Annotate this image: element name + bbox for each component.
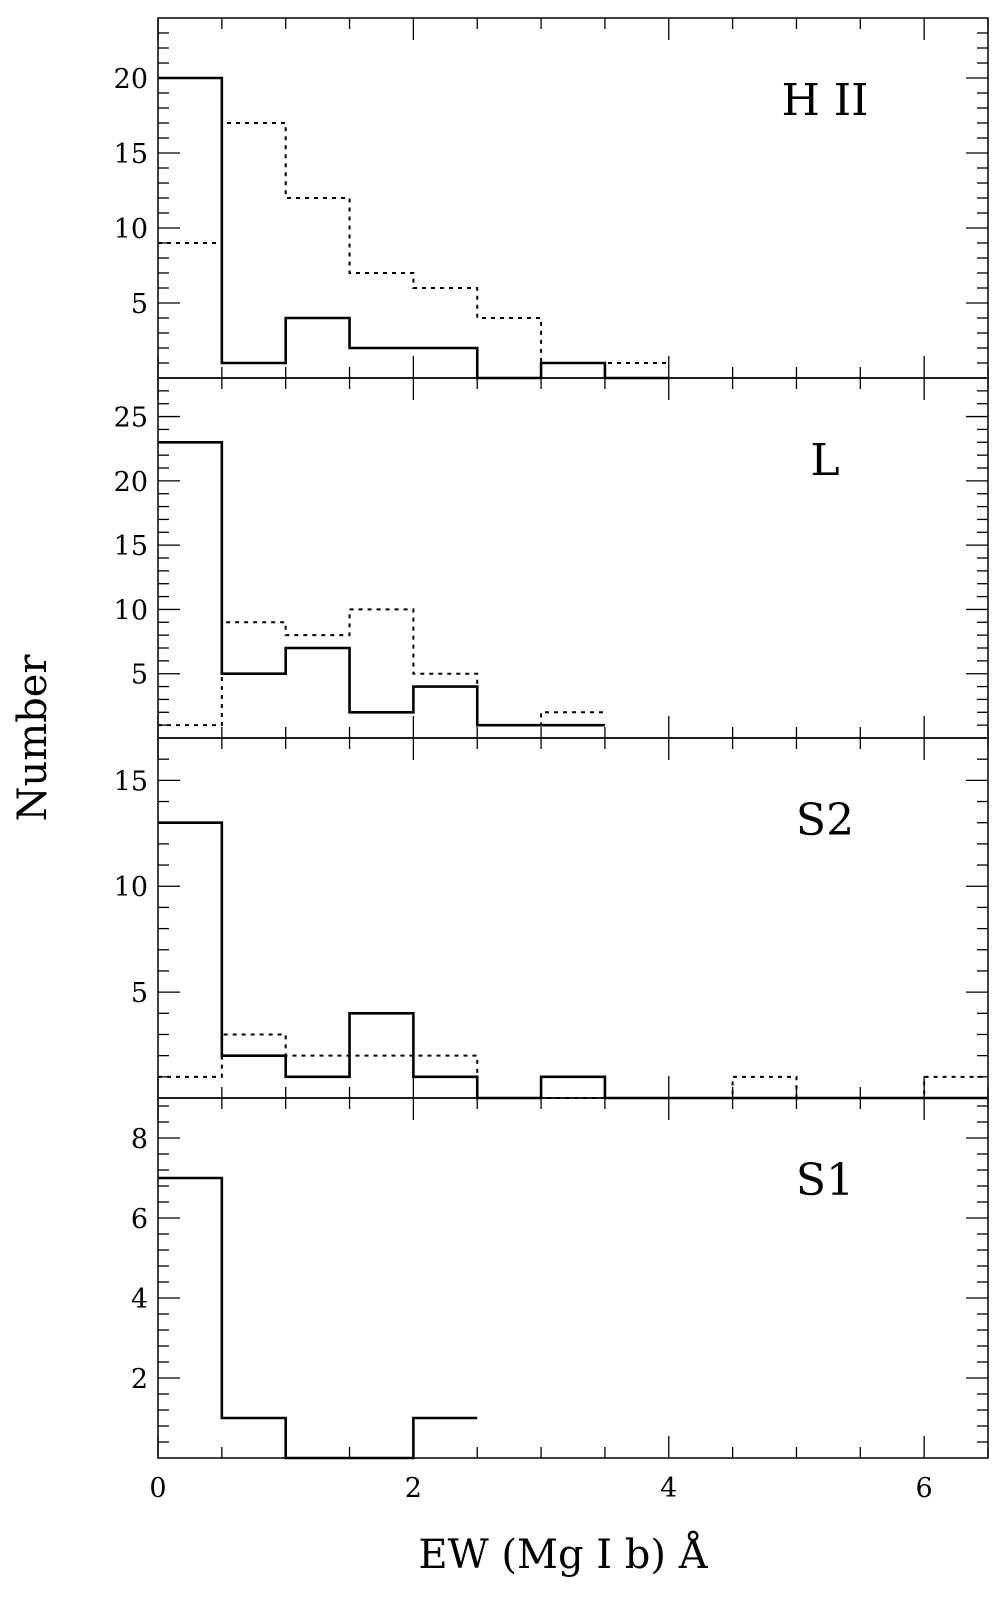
- histogram-solid: [158, 76, 669, 380]
- panel-label: H II: [781, 75, 868, 126]
- y-tick-label: 10: [114, 872, 148, 903]
- y-tick-label: 10: [114, 595, 148, 626]
- histogram-solid: [158, 1176, 478, 1460]
- panel-s1: 2 4 6 8 S1: [131, 1097, 989, 1460]
- panel-frame: [157, 1097, 989, 1459]
- panel-hii: 5 10 15 20 H II: [114, 17, 989, 380]
- x-tick-label: 0: [149, 1473, 166, 1504]
- panel-frame: [157, 377, 989, 739]
- y-tick-label: 25: [114, 403, 148, 434]
- histogram-dotted: [158, 1033, 988, 1099]
- y-axis-title: Number: [10, 654, 56, 822]
- panel-l: 5 10 15 20 25 L: [114, 377, 989, 739]
- histogram-solid: [158, 821, 988, 1100]
- y-tick-label: 5: [131, 289, 148, 320]
- panel-label: S2: [796, 795, 854, 846]
- y-tick-label: 15: [114, 531, 148, 562]
- y-tick-label: 15: [114, 766, 148, 797]
- panels-group: 5 10 15 20 H II 5 10 15 20 25 L 5 10 15 S2 2 4 6 8 S1: [114, 17, 989, 1460]
- y-tick-label: 4: [131, 1284, 148, 1315]
- x-tick-label: 2: [405, 1473, 422, 1504]
- y-tick-label: 6: [131, 1204, 148, 1235]
- panel-s2: 5 10 15 S2: [114, 737, 989, 1100]
- y-tick-label: 8: [131, 1124, 148, 1155]
- panel-label: L: [810, 435, 839, 486]
- x-tick-label: 6: [916, 1473, 933, 1504]
- panel-frame: [157, 17, 989, 379]
- y-tick-label: 5: [131, 978, 148, 1009]
- panel-frame: [157, 737, 989, 1099]
- panel-label: S1: [796, 1155, 854, 1206]
- y-tick-label: 2: [131, 1364, 148, 1395]
- x-axis-title: EW (Mg I b) Å: [418, 1531, 708, 1578]
- y-tick-label: 20: [114, 64, 148, 95]
- histogram-dotted: [158, 608, 605, 727]
- y-tick-label: 15: [114, 139, 148, 170]
- histogram-dotted: [158, 122, 669, 364]
- x-tick-label: 4: [660, 1473, 677, 1504]
- y-tick-label: 5: [131, 660, 148, 691]
- x-tick-labels: 0 2 4 6: [149, 1473, 932, 1504]
- histogram-solid: [158, 440, 605, 727]
- y-tick-label: 20: [114, 467, 148, 498]
- y-tick-label: 10: [114, 214, 148, 245]
